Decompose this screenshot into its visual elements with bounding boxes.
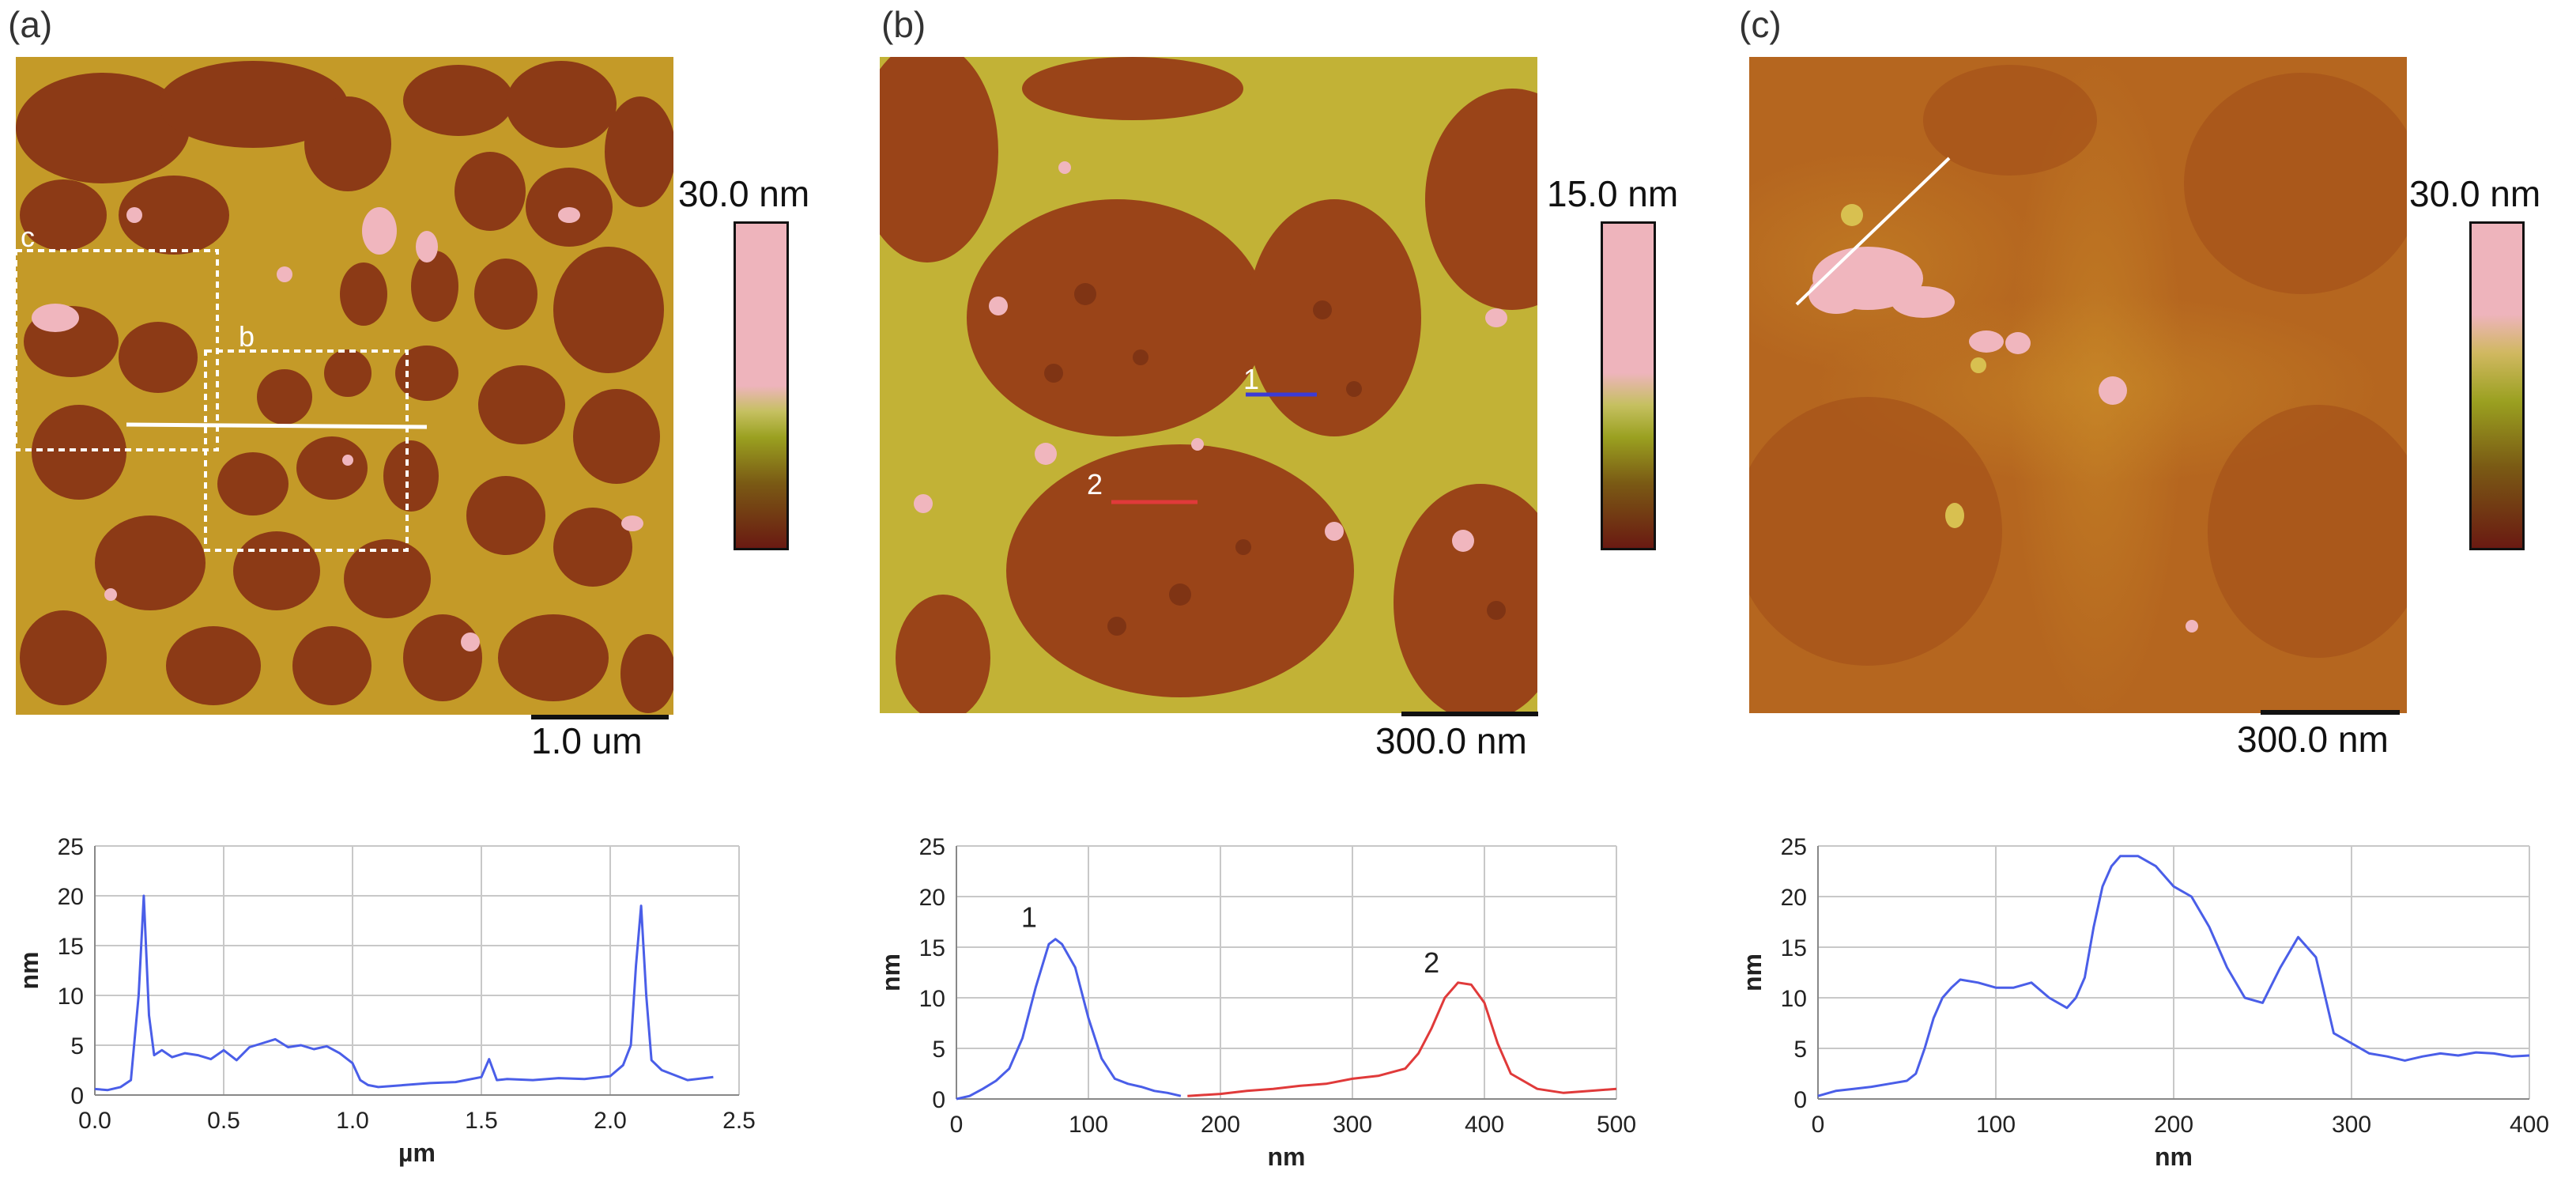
series-line-1: [956, 938, 1182, 1101]
afm-image-a: c b: [16, 57, 673, 715]
peak-annotation: 2: [1424, 946, 1439, 979]
x-axis-label: µm: [398, 1139, 436, 1167]
series-line-line-profile: [94, 894, 714, 1092]
x-tick-label: 200: [2154, 1112, 2193, 1138]
y-tick-label: 25: [58, 834, 84, 860]
colorbar-c: [2469, 221, 2525, 550]
x-tick-label: 0: [1812, 1112, 1825, 1138]
y-tick-label: 5: [1793, 1037, 1807, 1063]
y-tick-label: 20: [58, 884, 84, 910]
colorbar-b-label: 15.0 nm: [1547, 173, 1679, 214]
y-tick-label: 15: [58, 934, 84, 960]
y-tick-label: 15: [919, 935, 945, 961]
scalebar-b: [1401, 712, 1538, 716]
x-tick-label: 0.0: [78, 1108, 111, 1134]
scalebar-b-label: 300.0 nm: [1375, 720, 1527, 761]
scalebar-c-label: 300.0 nm: [2237, 719, 2389, 760]
y-tick-label: 10: [58, 984, 84, 1010]
x-tick-label: 200: [1201, 1112, 1240, 1138]
region-box-b-label: b: [239, 320, 255, 353]
profile-line-a: [126, 422, 428, 429]
x-tick-label: 1.0: [336, 1108, 369, 1134]
y-tick-label: 25: [1781, 834, 1807, 860]
x-tick-label: 2.5: [722, 1108, 756, 1134]
scalebar-a: [531, 715, 669, 719]
panel-a-label: (a): [8, 4, 53, 45]
y-tick-label: 20: [1781, 885, 1807, 911]
profile-chart-b: 0 5 10 15 20 25 0 100 200 300 400 500 nm nm 1 2: [877, 834, 1636, 1171]
y-tick-label: 0: [932, 1087, 945, 1113]
y-tick-label: 5: [932, 1037, 945, 1063]
panel-b-label: (b): [881, 4, 926, 45]
y-tick-label: 0: [70, 1083, 84, 1109]
y-tick-label: 25: [919, 834, 945, 860]
y-axis-label: nm: [1738, 954, 1767, 991]
afm-image-c: [1749, 57, 2407, 713]
afm-image-c-graphic: [1749, 57, 2407, 713]
marker-2: 2: [1087, 468, 1103, 500]
x-tick-label: 100: [1069, 1112, 1108, 1138]
y-tick-label: 10: [919, 986, 945, 1012]
x-tick-label: 400: [1465, 1112, 1504, 1138]
x-tick-label: 400: [2510, 1112, 2549, 1138]
afm-image-b: 1 2: [880, 57, 1537, 713]
peak-annotation: 1: [1021, 901, 1037, 933]
x-tick-label: 300: [2332, 1112, 2371, 1138]
y-tick-label: 10: [1781, 986, 1807, 1012]
x-tick-label: 2.0: [594, 1108, 627, 1134]
x-tick-label: 0.5: [207, 1108, 240, 1134]
x-tick-label: 500: [1597, 1112, 1636, 1138]
region-box-b: [204, 349, 409, 552]
panel-c-label: (c): [1739, 4, 1782, 45]
y-tick-label: 0: [1793, 1087, 1807, 1113]
colorbar-a: [734, 221, 789, 550]
colorbar-b: [1601, 221, 1656, 550]
profile-chart-a: 0 5 10 15 20 25 0.0 0.5 1.0 1.5 2.0 2.5 µm nm: [15, 834, 756, 1167]
region-box-c-label: c: [21, 221, 35, 253]
colorbar-a-label: 30.0 nm: [678, 173, 810, 214]
afm-image-b-graphic: 1 2: [880, 57, 1537, 713]
series-line-line-profile: [1817, 855, 2530, 1097]
x-tick-label: 0: [950, 1112, 964, 1138]
x-tick-label: 1.5: [465, 1108, 498, 1134]
y-axis-label: nm: [877, 954, 905, 991]
afm-image-a-graphic: c b: [16, 57, 673, 715]
y-tick-label: 5: [70, 1033, 84, 1059]
scalebar-a-label: 1.0 um: [531, 720, 643, 761]
x-tick-label: 100: [1976, 1112, 2016, 1138]
x-axis-label: nm: [2155, 1142, 2193, 1171]
marker-1: 1: [1243, 363, 1259, 395]
y-axis-label: nm: [15, 952, 43, 990]
profile-chart-c: 0 5 10 15 20 25 0 100 200 300 400 nm nm: [1738, 834, 2549, 1171]
y-tick-label: 15: [1781, 935, 1807, 961]
y-tick-label: 20: [919, 885, 945, 911]
x-tick-label: 300: [1333, 1112, 1372, 1138]
x-axis-label: nm: [1268, 1142, 1306, 1171]
scalebar-c: [2261, 710, 2400, 715]
profile-line-c: [1795, 157, 1951, 306]
series-line-2: [1187, 981, 1617, 1097]
colorbar-c-label: 30.0 nm: [2409, 173, 2541, 214]
